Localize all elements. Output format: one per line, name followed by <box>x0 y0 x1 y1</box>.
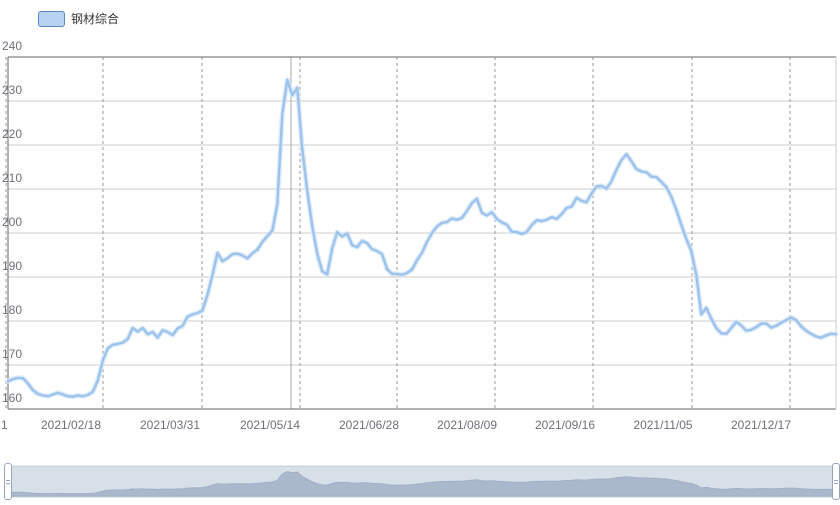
grip-icon <box>6 482 10 484</box>
x-axis-tick-label: 2021/03/31 <box>139 418 201 432</box>
x-axis-tick-label-partial: 1 <box>1 418 8 432</box>
x-axis-tick-label: 2021/06/28 <box>338 418 400 432</box>
grip-icon <box>834 479 838 481</box>
series-line-halo <box>5 77 839 400</box>
x-axis-tick-label: 2021/02/18 <box>40 418 102 432</box>
data-zoom-left-handle[interactable] <box>4 463 12 500</box>
data-zoom-slider[interactable] <box>8 466 836 497</box>
grip-icon <box>834 482 838 484</box>
y-axis-tick-label: 170 <box>2 347 23 361</box>
y-axis-tick-label: 210 <box>2 171 23 185</box>
y-axis-tick-label: 220 <box>2 127 23 141</box>
legend-swatch-icon <box>38 11 65 27</box>
legend-item[interactable]: 钢材综合 <box>38 11 119 27</box>
data-zoom-shadow <box>7 471 837 497</box>
data-zoom-right-handle[interactable] <box>832 463 840 500</box>
data-zoom-filler <box>8 466 836 497</box>
y-axis-tick-label: 190 <box>2 259 23 273</box>
y-axis-tick-label: 230 <box>2 83 23 97</box>
legend-label: 钢材综合 <box>71 12 120 26</box>
x-axis-tick-label: 2021/11/05 <box>633 418 693 432</box>
x-axis-tick-label: 2021/05/14 <box>239 418 301 432</box>
x-axis-tick-label: 2021/12/17 <box>730 418 792 432</box>
x-axis-tick-label: 2021/09/16 <box>534 418 596 432</box>
series-line <box>6 78 838 398</box>
x-axis-tick-label: 2021/08/09 <box>436 418 498 432</box>
y-axis-tick-label: 180 <box>2 303 23 317</box>
y-axis-tick-label: 200 <box>2 215 23 229</box>
y-axis-tick-label: 160 <box>2 391 23 405</box>
grip-icon <box>6 479 10 481</box>
y-axis-tick-label: 240 <box>2 39 23 53</box>
